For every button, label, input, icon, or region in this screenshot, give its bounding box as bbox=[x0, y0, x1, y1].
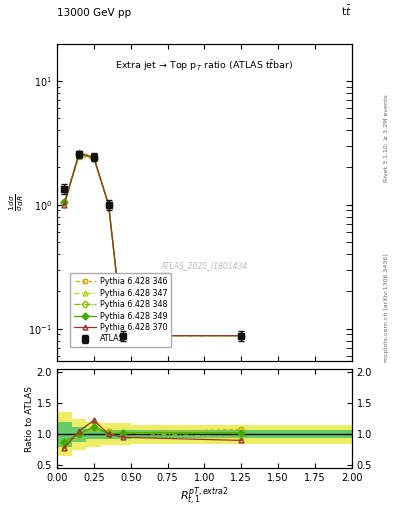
Text: mcplots.cern.ch [arXiv:1306.3436]: mcplots.cern.ch [arXiv:1306.3436] bbox=[384, 253, 389, 361]
Pythia 6.428 347 bbox=[239, 333, 244, 339]
Pythia 6.428 348 bbox=[121, 333, 126, 339]
Pythia 6.428 346 bbox=[121, 333, 126, 339]
Pythia 6.428 370 bbox=[106, 202, 111, 208]
Pythia 6.428 348 bbox=[62, 199, 67, 205]
Pythia 6.428 346 bbox=[92, 156, 96, 162]
Y-axis label: Ratio to ATLAS: Ratio to ATLAS bbox=[25, 386, 34, 452]
Line: Pythia 6.428 347: Pythia 6.428 347 bbox=[62, 150, 244, 338]
Pythia 6.428 347 bbox=[62, 199, 67, 205]
Y-axis label: $\frac{1}{\sigma}\frac{d\sigma}{dR}$: $\frac{1}{\sigma}\frac{d\sigma}{dR}$ bbox=[7, 194, 26, 211]
Pythia 6.428 347 bbox=[106, 202, 111, 208]
Text: Rivet 3.1.10; ≥ 3.2M events: Rivet 3.1.10; ≥ 3.2M events bbox=[384, 94, 389, 182]
Text: ATLAS_2020_I1801434: ATLAS_2020_I1801434 bbox=[161, 261, 248, 270]
Pythia 6.428 370 bbox=[121, 333, 126, 339]
Pythia 6.428 346 bbox=[239, 333, 244, 339]
Pythia 6.428 347 bbox=[92, 154, 96, 160]
Line: Pythia 6.428 349: Pythia 6.428 349 bbox=[62, 152, 244, 338]
Pythia 6.428 349 bbox=[92, 155, 96, 161]
Pythia 6.428 348 bbox=[92, 155, 96, 161]
Pythia 6.428 349 bbox=[106, 202, 111, 208]
Pythia 6.428 370 bbox=[62, 202, 67, 208]
Pythia 6.428 348 bbox=[106, 202, 111, 208]
Text: t$\bar{t}$: t$\bar{t}$ bbox=[341, 4, 352, 18]
Pythia 6.428 346 bbox=[77, 154, 81, 160]
Pythia 6.428 347 bbox=[77, 150, 81, 156]
Pythia 6.428 349 bbox=[77, 152, 81, 158]
Text: Extra jet → Top p$_T$ ratio (ATLAS t$\bar{t}$bar): Extra jet → Top p$_T$ ratio (ATLAS t$\ba… bbox=[115, 58, 294, 73]
Pythia 6.428 370 bbox=[92, 154, 96, 160]
Pythia 6.428 346 bbox=[62, 199, 67, 205]
X-axis label: $R_{t,1}^{pT,extra2}$: $R_{t,1}^{pT,extra2}$ bbox=[180, 486, 229, 508]
Line: Pythia 6.428 370: Pythia 6.428 370 bbox=[62, 151, 244, 338]
Pythia 6.428 349 bbox=[239, 333, 244, 339]
Pythia 6.428 370 bbox=[239, 333, 244, 339]
Text: 13000 GeV pp: 13000 GeV pp bbox=[57, 8, 131, 18]
Line: Pythia 6.428 346: Pythia 6.428 346 bbox=[62, 154, 244, 338]
Pythia 6.428 349 bbox=[121, 333, 126, 339]
Pythia 6.428 346 bbox=[106, 202, 111, 208]
Pythia 6.428 348 bbox=[239, 333, 244, 339]
Pythia 6.428 370 bbox=[77, 151, 81, 157]
Pythia 6.428 349 bbox=[62, 199, 67, 205]
Line: Pythia 6.428 348: Pythia 6.428 348 bbox=[62, 152, 244, 338]
Pythia 6.428 348 bbox=[77, 152, 81, 158]
Pythia 6.428 347 bbox=[121, 333, 126, 339]
Legend: Pythia 6.428 346, Pythia 6.428 347, Pythia 6.428 348, Pythia 6.428 349, Pythia 6: Pythia 6.428 346, Pythia 6.428 347, Pyth… bbox=[70, 273, 171, 348]
